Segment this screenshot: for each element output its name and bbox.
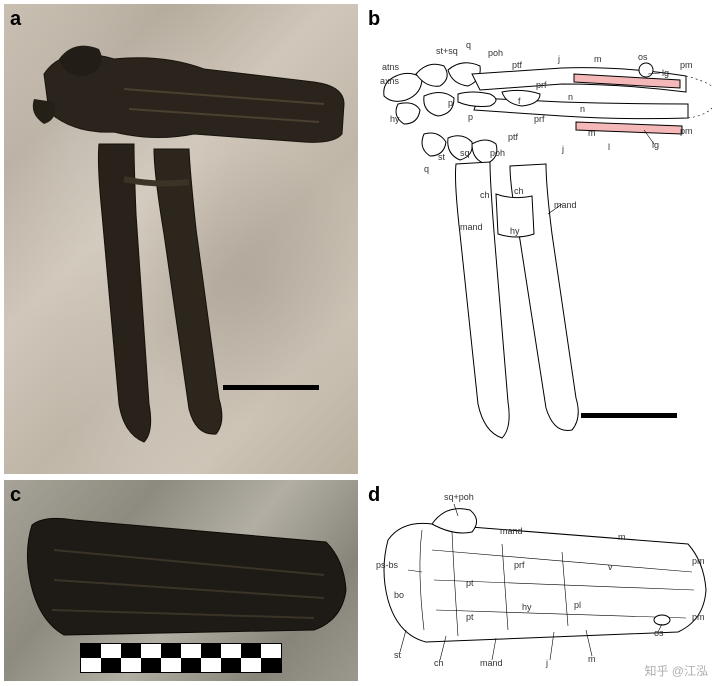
d-mt: m bbox=[618, 532, 626, 542]
d-sqpoh: sq+poh bbox=[444, 492, 474, 502]
d-ch: ch bbox=[434, 658, 444, 668]
d-pl: pl bbox=[574, 600, 581, 610]
panel-b-svg: atns axns st+sq q poh ptf j m os pm hy p… bbox=[362, 4, 716, 474]
lbl-j1: j bbox=[557, 54, 560, 64]
lbl-qb: q bbox=[424, 164, 429, 174]
d-hy: hy bbox=[522, 602, 532, 612]
lbl-pm2: pm bbox=[680, 126, 693, 136]
lbl-ptf1: ptf bbox=[512, 60, 523, 70]
lbl-stb: st bbox=[438, 152, 446, 162]
lbl-atns: atns bbox=[382, 62, 400, 72]
lbl-hyb: hy bbox=[510, 226, 520, 236]
d-prf: prf bbox=[514, 560, 525, 570]
panel-a-fossil-svg bbox=[4, 4, 358, 474]
lbl-stsq: st+sq bbox=[436, 46, 458, 56]
lbl-j2: j bbox=[561, 144, 564, 154]
panel-d-label: d bbox=[368, 484, 380, 507]
watermark: 知乎 @江泓 bbox=[644, 662, 708, 679]
lbl-p2: p bbox=[468, 112, 473, 122]
d-pmt: pm bbox=[692, 556, 705, 566]
d-mandt: mand bbox=[500, 526, 523, 536]
d-pt2: pt bbox=[466, 612, 474, 622]
lbl-os: os bbox=[638, 52, 648, 62]
lbl-mand1: mand bbox=[554, 200, 577, 210]
panel-b-scalebar bbox=[581, 413, 677, 418]
lbl-poh1: poh bbox=[488, 48, 503, 58]
lbl-prf2: prf bbox=[534, 114, 545, 124]
lbl-n1: n bbox=[568, 92, 573, 102]
lbl-ch1: ch bbox=[480, 190, 490, 200]
panel-a-photo bbox=[4, 4, 358, 474]
lbl-p1: p bbox=[448, 98, 453, 108]
lbl-hytop: hy bbox=[390, 114, 400, 124]
panel-a-label: a bbox=[10, 8, 21, 31]
panel-c: c bbox=[4, 480, 358, 681]
lbl-pm1: pm bbox=[680, 60, 693, 70]
lbl-poh2: poh bbox=[490, 148, 505, 158]
lbl-sqb: sq bbox=[460, 148, 470, 158]
lbl-l2: l bbox=[608, 142, 610, 152]
lbl-m2: m bbox=[588, 128, 596, 138]
panel-d-drawing: sq+poh mand m ps-bs prf v pm bo pt pt hy… bbox=[362, 480, 716, 681]
panel-b: b bbox=[362, 4, 716, 474]
lbl-ch2: ch bbox=[514, 186, 524, 196]
d-j: j bbox=[545, 658, 548, 668]
d-psbs: ps-bs bbox=[376, 560, 399, 570]
panel-b-label: b bbox=[368, 8, 380, 31]
lbl-axns: axns bbox=[380, 76, 400, 86]
d-mandb: mand bbox=[480, 658, 503, 668]
d-pmb: pm bbox=[692, 612, 705, 622]
lbl-lg1: lg bbox=[662, 68, 669, 78]
panel-c-photo bbox=[4, 480, 358, 681]
panel-a-scalebar bbox=[223, 385, 319, 390]
lbl-mand2: mand bbox=[460, 222, 483, 232]
panel-b-drawing: atns axns st+sq q poh ptf j m os pm hy p… bbox=[362, 4, 716, 474]
lbl-m1: m bbox=[594, 54, 602, 64]
d-v: v bbox=[608, 562, 613, 572]
d-bo: bo bbox=[394, 590, 404, 600]
panel-d: d sq+poh mand m ps-bs prf v pm bo bbox=[362, 480, 716, 681]
lbl-n2: n bbox=[580, 104, 585, 114]
lbl-prf1: prf bbox=[536, 80, 547, 90]
panel-a: a bbox=[4, 4, 358, 474]
panel-c-label: c bbox=[10, 484, 21, 507]
lbl-q: q bbox=[466, 40, 471, 50]
panel-d-svg: sq+poh mand m ps-bs prf v pm bo pt pt hy… bbox=[362, 480, 716, 681]
lbl-lg2: lg bbox=[652, 140, 659, 150]
panel-c-ruler bbox=[80, 643, 282, 673]
d-pt1: pt bbox=[466, 578, 474, 588]
lbl-ptf2: ptf bbox=[508, 132, 519, 142]
